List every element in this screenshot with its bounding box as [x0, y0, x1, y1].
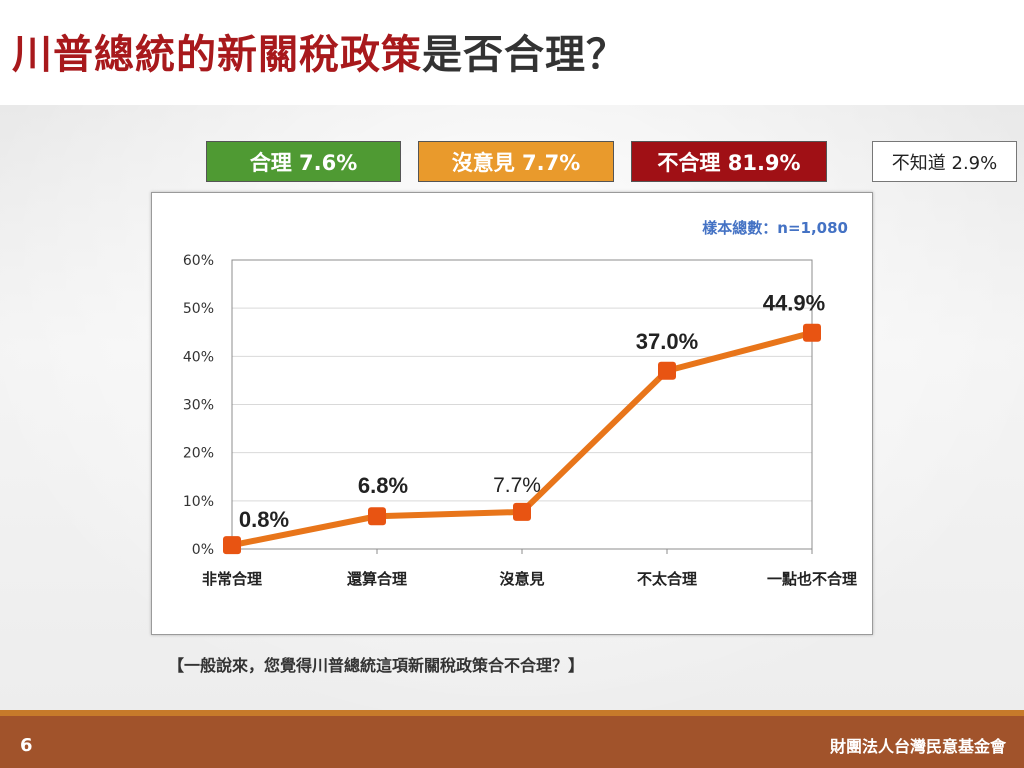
data-label: 6.8% [358, 473, 408, 498]
data-point [513, 502, 531, 521]
x-tick-label: 一點也不合理 [767, 570, 857, 588]
summary-no-opinion-badge: 沒意見 7.7% [418, 141, 614, 182]
data-point [223, 536, 241, 555]
sample-size-label: 樣本總數：n=1,080 [702, 219, 848, 237]
y-tick-label: 40% [183, 349, 214, 365]
organization-name: 財團法人台灣民意基金會 [829, 737, 1006, 756]
data-label: 0.8% [239, 507, 289, 532]
y-tick-label: 10% [183, 494, 214, 510]
slide-title-red: 川普總統的新關稅政策 [12, 32, 422, 78]
y-tick-label: 50% [183, 301, 214, 317]
data-label: 7.7% [493, 474, 541, 497]
data-point [803, 323, 821, 342]
footer-stripe [0, 710, 1024, 716]
x-tick-label: 非常合理 [202, 570, 262, 588]
slide-title-dark: 是否合理？ [422, 32, 627, 78]
y-tick-label: 0% [192, 542, 214, 558]
page-number: 6 [20, 735, 33, 756]
summary-reasonable-badge: 合理 7.6% [206, 141, 401, 182]
survey-question: 【一般說來，您覺得川普總統這項新關稅政策合不合理？】 [168, 656, 585, 675]
footer-bar [0, 710, 1024, 768]
y-tick-label: 60% [183, 253, 214, 269]
x-tick-label: 不太合理 [637, 570, 697, 588]
y-tick-label: 20% [183, 446, 214, 462]
data-point [658, 361, 676, 380]
x-tick-label: 還算合理 [347, 570, 407, 588]
data-label: 44.9% [763, 291, 825, 316]
slide-title: 川普總統的新關稅政策是否合理？ [12, 22, 627, 80]
data-point [368, 507, 386, 526]
title-bar: 川普總統的新關稅政策是否合理？ [0, 0, 1024, 105]
x-tick-label: 沒意見 [499, 570, 544, 588]
summary-dont-know-badge: 不知道 2.9% [872, 141, 1017, 182]
summary-unreasonable-badge: 不合理 81.9% [631, 141, 827, 182]
data-label: 37.0% [636, 329, 698, 354]
line-chart: 0% 10% 20% 30% 40% 50% 60% 非常合理 還算合理 沒意見 不太合理 一點也不合… [183, 219, 857, 588]
chart-panel: 0% 10% 20% 30% 40% 50% 60% 非常合理 還算合理 沒意見 不太合理 一點也不合… [151, 192, 873, 635]
y-tick-label: 30% [183, 398, 214, 414]
